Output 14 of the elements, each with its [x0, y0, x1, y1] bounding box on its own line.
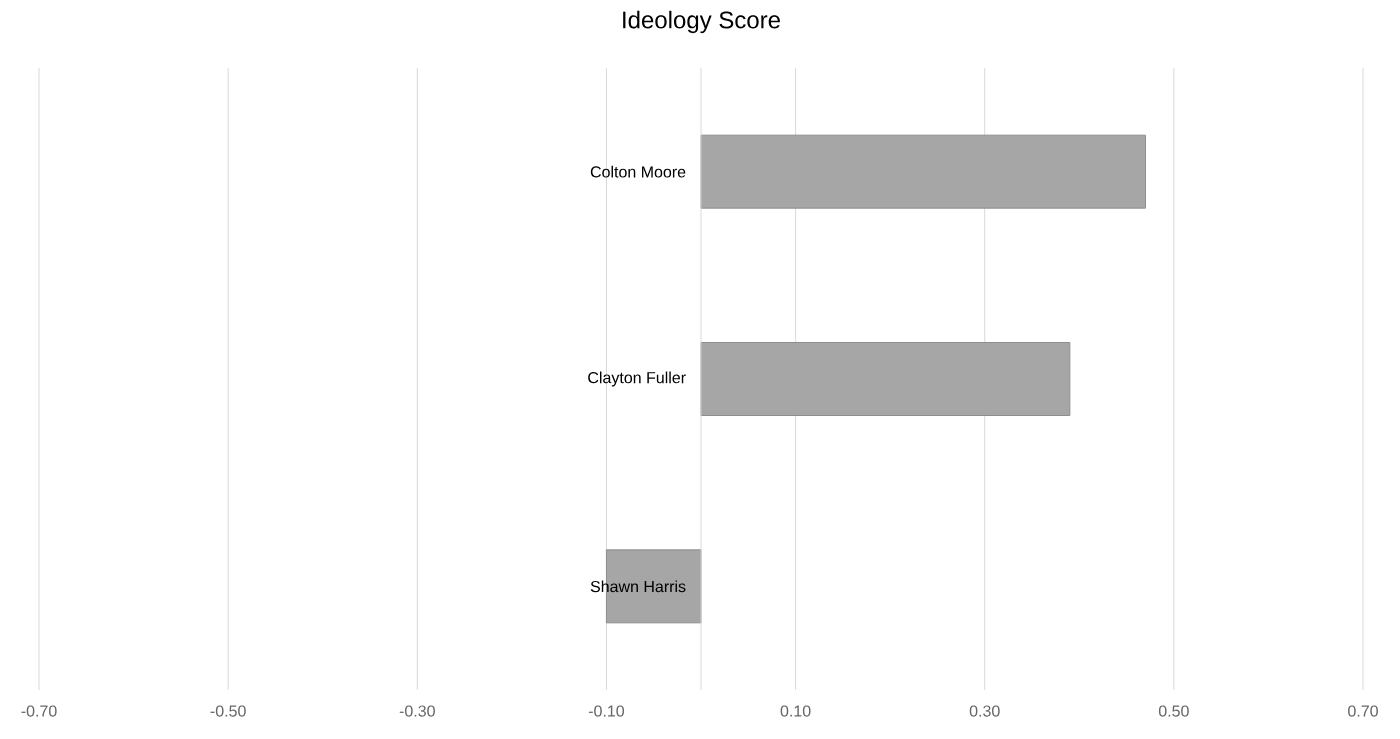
y-tick-label: Clayton Fuller: [588, 371, 686, 387]
x-tick-label: -0.50: [210, 705, 246, 717]
x-tick-label: 0.50: [1158, 705, 1189, 717]
x-tick-label: 0.10: [780, 705, 811, 717]
x-tick-label: 0.70: [1348, 705, 1378, 717]
x-tick-label: 0.30: [969, 705, 1000, 717]
x-tick-label: -0.30: [399, 705, 435, 717]
x-tick-label: -0.10: [588, 705, 625, 717]
chart-title: Ideology Score: [623, 10, 780, 34]
bar: [700, 134, 1146, 209]
bar: [700, 342, 1071, 416]
y-tick-label: Colton Moore: [590, 165, 686, 178]
y-tick-label: Shawn Harris: [590, 580, 686, 593]
x-tick-label: -0.70: [21, 705, 57, 717]
